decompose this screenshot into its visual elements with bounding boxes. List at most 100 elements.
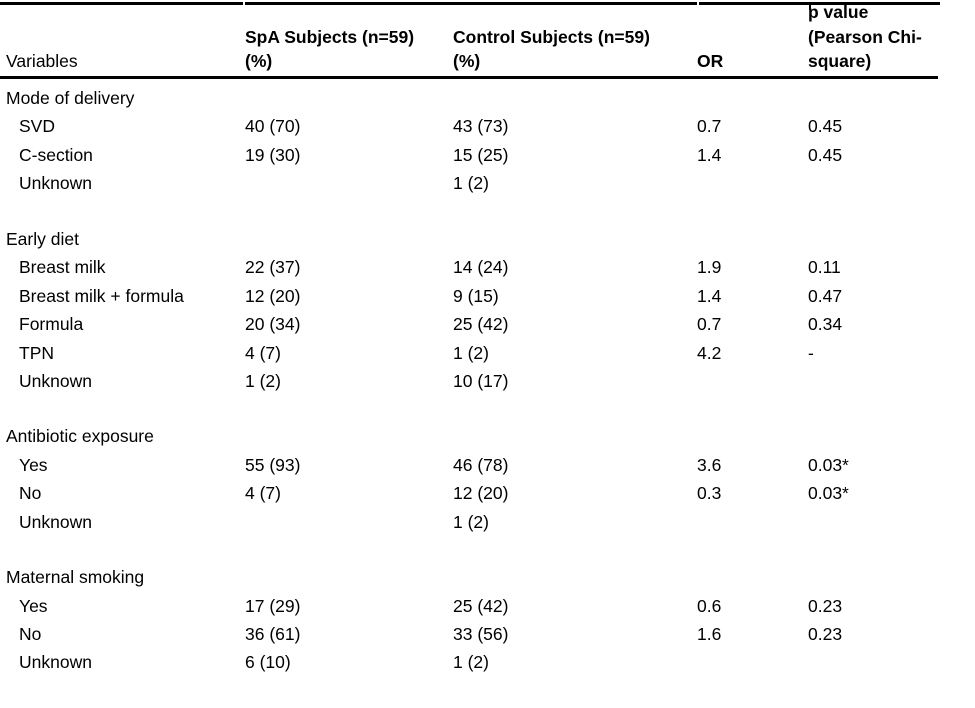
table-header-row: Variables SpA Subjects (n=59) (%) Contro… (0, 0, 975, 75)
cell-or: 3.6 (697, 454, 722, 475)
table-row: TPN 4 (7) 1 (2) 4.2 - (6, 339, 975, 367)
cell-p (808, 648, 975, 676)
cell-spa: 6 (10) (245, 652, 291, 673)
table-row: No 36 (61) 33 (56) 1.6 0.23 (6, 620, 975, 648)
cell-control: 12 (20) (453, 483, 509, 504)
cell-spa: 17 (29) (245, 595, 301, 616)
cell-p: 0.11 (808, 257, 841, 278)
column-header-p-value: p value (Pearson Chi- square) (808, 2, 922, 71)
cell-variable: Breast milk + formula (19, 285, 184, 306)
column-boundary-notch (243, 2, 245, 5)
cell-or: 0.3 (697, 483, 722, 504)
cell-p: 0.45 (808, 144, 843, 165)
table-section: Early diet Breast milk 22 (37) 14 (24) 1.9 0.… (6, 225, 975, 396)
cell-p: 0.03* (808, 454, 849, 475)
cell-spa: 40 (70) (245, 116, 301, 137)
cell-control: 14 (24) (453, 257, 509, 278)
cell-p (808, 169, 975, 197)
table-header-rule (0, 76, 938, 79)
cell-control: 1 (2) (453, 652, 489, 673)
cell-spa: 4 (7) (245, 483, 281, 504)
table-row: Breast milk + formula 12 (20) 9 (15) 1.4 0.4… (6, 282, 975, 310)
cell-control: 25 (42) (453, 595, 509, 616)
table-section: Maternal smoking Yes 17 (29) 25 (42) 0.6 0.23… (6, 563, 975, 677)
table-top-rule (0, 2, 940, 5)
table-row: Unknown 1 (2) (6, 169, 975, 197)
table-row: C-section 19 (30) 15 (25) 1.4 0.45 (6, 141, 975, 169)
column-header-or: OR (697, 51, 724, 71)
column-header-control-subjects: Control Subjects (n=59) (%) (453, 26, 650, 72)
section-label: Antibiotic exposure (6, 426, 154, 447)
cell-spa: 22 (37) (245, 257, 301, 278)
table-row: Formula 20 (34) 25 (42) 0.7 0.34 (6, 310, 975, 338)
cell-control: 43 (73) (453, 116, 509, 137)
cell-variable: Unknown (19, 173, 92, 194)
cell-or: 0.7 (697, 314, 722, 335)
cell-p: 0.23 (808, 624, 843, 644)
table-row: Breast milk 22 (37) 14 (24) 1.9 0.11 (6, 253, 975, 281)
table-row: Unknown 6 (10) 1 (2) (6, 648, 975, 676)
cell-control: 33 (56) (453, 624, 509, 644)
table-row: Unknown 1 (2) 10 (17) (6, 367, 975, 395)
cell-spa: 19 (30) (245, 144, 301, 165)
cell-or: 1.4 (697, 285, 722, 306)
cell-variable: TPN (19, 342, 54, 363)
cell-spa (245, 508, 453, 536)
cell-spa: 4 (7) (245, 342, 281, 363)
table-row: Yes 55 (93) 46 (78) 3.6 0.03* (6, 451, 975, 479)
cell-variable: Yes (19, 454, 48, 475)
table-row: Yes 17 (29) 25 (42) 0.6 0.23 (6, 592, 975, 620)
column-boundary-stub (809, 2, 811, 10)
table-row: Unknown 1 (2) (6, 508, 975, 536)
column-header-spa-subjects: SpA Subjects (n=59) (%) (245, 26, 415, 72)
cell-p (808, 367, 975, 395)
column-header-variables: Variables (6, 51, 78, 71)
cell-variable: C-section (19, 144, 93, 165)
cell-p: 0.45 (808, 116, 843, 137)
cell-spa: 1 (2) (245, 370, 281, 391)
section-label: Early diet (6, 228, 79, 249)
cell-variable: Yes (19, 595, 48, 616)
cell-variable: No (19, 483, 42, 504)
section-label: Mode of delivery (6, 88, 135, 108)
cell-p: 0.23 (808, 595, 843, 616)
table-body: Mode of delivery SVD 40 (70) 43 (73) 0.7 0.45… (0, 84, 975, 677)
cell-p: 0.34 (808, 314, 843, 335)
cell-variable: Formula (19, 314, 84, 335)
cell-variable: Unknown (19, 370, 92, 391)
section-label: Maternal smoking (6, 567, 145, 588)
cell-or: 0.6 (697, 595, 722, 616)
section-label-row: Antibiotic exposure (6, 422, 975, 450)
cell-variable: Unknown (19, 652, 92, 673)
cell-control: 1 (2) (453, 511, 489, 532)
cell-or: 1.6 (697, 624, 722, 644)
section-label-row: Maternal smoking (6, 563, 975, 591)
cell-control: 10 (17) (453, 370, 509, 391)
cell-variable: Unknown (19, 511, 92, 532)
cell-variable: SVD (19, 116, 55, 137)
column-boundary-notch (697, 2, 699, 5)
cell-or (697, 508, 808, 536)
cell-spa: 20 (34) (245, 314, 301, 335)
cell-or (697, 648, 808, 676)
cell-p: - (808, 342, 814, 363)
cell-variable: Breast milk (19, 257, 106, 278)
cell-control: 15 (25) (453, 144, 509, 165)
cell-or (697, 367, 808, 395)
cell-or: 0.7 (697, 116, 722, 137)
cell-spa (245, 169, 453, 197)
cell-p: 0.47 (808, 285, 843, 306)
section-label-row: Early diet (6, 225, 975, 253)
table-section: Mode of delivery SVD 40 (70) 43 (73) 0.7 0.45… (6, 84, 975, 198)
cell-variable: No (19, 624, 42, 644)
cell-spa: 55 (93) (245, 454, 301, 475)
table-row: SVD 40 (70) 43 (73) 0.7 0.45 (6, 112, 975, 140)
section-label-row: Mode of delivery (6, 84, 975, 112)
cell-or: 1.4 (697, 144, 722, 165)
cell-control: 25 (42) (453, 314, 509, 335)
cell-control: 1 (2) (453, 173, 489, 194)
table-row: No 4 (7) 12 (20) 0.3 0.03* (6, 479, 975, 507)
table-section: Antibiotic exposure Yes 55 (93) 46 (78) 3.6 0… (6, 422, 975, 536)
cell-or (697, 169, 808, 197)
